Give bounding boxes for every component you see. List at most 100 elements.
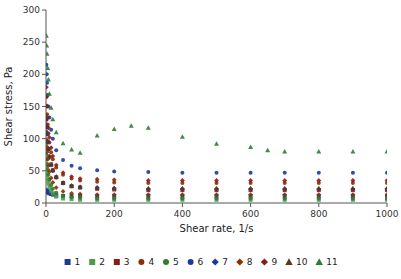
point (112, 177, 117, 182)
point (248, 186, 253, 191)
series (46, 153, 387, 201)
point (69, 183, 74, 188)
point (180, 134, 185, 139)
point (46, 138, 50, 143)
point (78, 196, 82, 200)
legend-item: 3 (114, 257, 130, 267)
point (49, 150, 53, 154)
legend-marker (236, 258, 243, 265)
point (95, 177, 100, 182)
point (46, 85, 49, 90)
chart: 02004006008001000050100150200250300Shear… (0, 0, 401, 279)
point (316, 192, 321, 197)
point (95, 185, 100, 190)
x-tick (387, 203, 388, 207)
point (283, 171, 287, 175)
point (282, 186, 287, 191)
point (46, 72, 49, 76)
point (61, 141, 66, 146)
point (215, 171, 219, 175)
point (46, 77, 51, 82)
point (385, 186, 388, 191)
point (180, 196, 184, 200)
point (49, 105, 54, 110)
point (95, 133, 100, 138)
points (46, 33, 387, 202)
point (282, 192, 287, 197)
point (214, 141, 219, 146)
point (95, 192, 100, 197)
point (49, 162, 54, 167)
point (54, 175, 59, 180)
series (46, 63, 387, 175)
legend-label: 5 (173, 257, 179, 267)
point (95, 196, 99, 200)
point (61, 194, 65, 198)
point (249, 171, 253, 175)
point (46, 129, 50, 134)
legend-label: 2 (99, 257, 105, 267)
point (316, 149, 321, 154)
point (248, 145, 253, 150)
x-tick-label: 200 (106, 209, 123, 219)
point (54, 130, 59, 135)
x-tick (250, 203, 251, 207)
point (47, 91, 52, 96)
point (180, 186, 185, 191)
point (385, 149, 388, 154)
point (351, 178, 356, 183)
point (70, 164, 74, 168)
point (112, 192, 117, 197)
axes: 02004006008001000050100150200250300 (23, 5, 399, 219)
x-tick (182, 203, 183, 207)
point (180, 192, 185, 197)
point (350, 149, 355, 154)
series (46, 114, 387, 191)
point (46, 103, 49, 108)
legend-label: 10 (296, 257, 308, 267)
point (180, 178, 185, 183)
legend-item: 7 (212, 257, 228, 267)
point (50, 168, 55, 173)
point (385, 186, 387, 191)
series (46, 95, 387, 185)
point (282, 178, 287, 183)
point (351, 186, 356, 191)
point (50, 168, 55, 173)
point (46, 114, 49, 119)
point (61, 158, 65, 162)
legend-item: 2 (89, 257, 105, 267)
series (46, 166, 387, 202)
y-tick-label: 0 (34, 198, 40, 208)
y-tick-label: 200 (23, 69, 40, 79)
point (61, 189, 66, 194)
point (283, 196, 287, 200)
point (265, 148, 270, 153)
point (46, 146, 51, 151)
y-tick (42, 106, 46, 107)
point (61, 194, 65, 198)
legend-marker (212, 258, 219, 265)
legend-label: 3 (124, 257, 130, 267)
legend-marker (89, 259, 95, 265)
series (46, 33, 387, 155)
point (61, 170, 66, 175)
point (146, 178, 151, 183)
series (46, 117, 387, 191)
point (317, 196, 321, 200)
point (248, 192, 253, 197)
y-tick (42, 203, 46, 204)
legend-item: 10 (285, 257, 307, 267)
legend-marker (138, 259, 144, 265)
point (78, 184, 83, 189)
legend-marker (65, 259, 71, 265)
point (46, 122, 49, 127)
legend-item: 5 (163, 257, 179, 267)
point (112, 127, 117, 131)
point (78, 166, 82, 170)
point (385, 192, 387, 197)
point (129, 123, 134, 128)
y-tick (42, 138, 46, 139)
point (54, 191, 58, 195)
point (54, 174, 59, 179)
